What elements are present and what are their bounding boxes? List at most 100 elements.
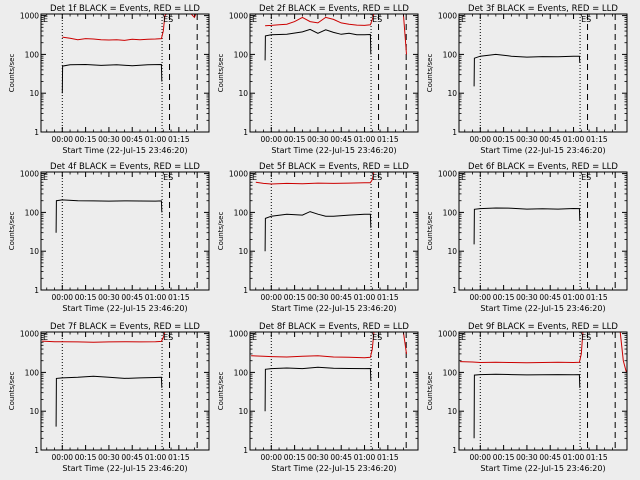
- marker-es-label: ES: [581, 333, 591, 342]
- x-tick-label: 00:00: [260, 135, 282, 144]
- y-tick-label: 100: [443, 50, 458, 59]
- x-axis-label: Start Time (22-Jul-15 23:46:20): [62, 304, 187, 313]
- x-tick-label: 00:30: [307, 135, 329, 144]
- lld-series-line: [265, 14, 407, 55]
- detector-chart-8: Det 8f BLACK = Events, RED = LLD Counts/s…: [217, 322, 419, 473]
- x-tick-label: 00:00: [260, 293, 282, 302]
- y-tick-label: 10: [29, 247, 39, 256]
- x-tick-label: 00:30: [307, 293, 329, 302]
- x-tick-label: 00:15: [493, 135, 515, 144]
- y-tick-label: 1000: [229, 330, 248, 339]
- x-tick-label: 01:15: [377, 293, 399, 302]
- x-tick-label: 01:15: [168, 135, 190, 144]
- x-tick-label: 00:30: [98, 293, 120, 302]
- x-tick-label: 01:00: [563, 293, 585, 302]
- y-tick-label: 1: [243, 286, 248, 295]
- lld-series-line: [42, 332, 168, 343]
- plot-frame: [249, 331, 419, 451]
- y-tick-label: 1000: [20, 330, 39, 339]
- y-tick-label: 100: [25, 368, 40, 377]
- x-tick-label: 01:00: [145, 453, 167, 462]
- events-series-line: [55, 199, 163, 233]
- plot-frame: [458, 171, 628, 291]
- x-tick-label: 00:00: [51, 453, 73, 462]
- x-axis-label: Start Time (22-Jul-15 23:46:20): [62, 464, 187, 473]
- marker-es-label: ES: [372, 15, 382, 24]
- y-tick-label: 1: [452, 446, 457, 455]
- marker-e-label: E: [461, 15, 466, 24]
- x-tick-label: 00:15: [284, 453, 306, 462]
- marker-e-label: E: [43, 173, 48, 182]
- x-axis-label: Start Time (22-Jul-15 23:46:20): [480, 146, 605, 155]
- x-tick-label: 00:00: [469, 453, 491, 462]
- series-group: [460, 332, 627, 439]
- x-tick-label: 01:00: [145, 293, 167, 302]
- detector-chart-4: Det 4f BLACK = Events, RED = LLD Counts/s…: [8, 162, 210, 313]
- x-tick-label: 00:00: [469, 293, 491, 302]
- y-tick-label: 1: [34, 446, 39, 455]
- x-tick-label: 00:00: [51, 293, 73, 302]
- x-tick-label: 00:30: [516, 293, 538, 302]
- detector-chart-6: Det 6f BLACK = Events, RED = LLD Counts/s…: [426, 162, 628, 313]
- lld-series-line: [255, 172, 377, 185]
- y-tick-label: 1000: [438, 170, 457, 179]
- x-tick-label: 01:00: [563, 135, 585, 144]
- plot-frame: [458, 13, 628, 133]
- x-tick-label: 01:15: [377, 135, 399, 144]
- y-axis-label: Counts/sec: [8, 54, 16, 93]
- marker-es-label: ES: [163, 333, 173, 342]
- series-group: [264, 14, 407, 61]
- x-tick-label: 01:15: [168, 293, 190, 302]
- x-tick-label: 00:45: [539, 135, 561, 144]
- y-tick-label: 1: [452, 286, 457, 295]
- x-tick-label: 00:15: [284, 135, 306, 144]
- x-tick-label: 00:30: [98, 453, 120, 462]
- x-tick-label: 00:30: [98, 135, 120, 144]
- x-tick-label: 00:00: [469, 135, 491, 144]
- x-tick-label: 01:00: [354, 453, 376, 462]
- y-axis-label: Counts/sec: [426, 372, 434, 411]
- y-tick-label: 1000: [229, 12, 248, 21]
- y-axis-label: Counts/sec: [8, 212, 16, 251]
- marker-es-label: ES: [372, 173, 382, 182]
- detector-chart-5: Det 5f BLACK = Events, RED = LLD Counts/s…: [217, 162, 419, 313]
- x-tick-label: 00:45: [330, 453, 352, 462]
- events-series-line: [61, 63, 163, 94]
- series-group: [55, 199, 163, 233]
- detector-chart-9: Det 9f BLACK = Events, RED = LLD Counts/s…: [426, 322, 628, 473]
- lld-series-line: [460, 332, 627, 373]
- x-tick-label: 01:15: [586, 293, 608, 302]
- y-tick-label: 100: [234, 208, 249, 217]
- y-tick-label: 1000: [438, 330, 457, 339]
- y-axis-label: Counts/sec: [217, 212, 225, 251]
- x-tick-label: 01:00: [354, 135, 376, 144]
- marker-es-label: ES: [372, 333, 382, 342]
- y-tick-label: 100: [25, 208, 40, 217]
- marker-es-label: ES: [163, 15, 173, 24]
- y-tick-label: 1: [243, 446, 248, 455]
- x-tick-label: 01:15: [377, 453, 399, 462]
- y-axis-label: Counts/sec: [217, 372, 225, 411]
- events-series-line: [264, 366, 372, 412]
- x-axis-label: Start Time (22-Jul-15 23:46:20): [62, 146, 187, 155]
- y-tick-label: 100: [234, 368, 249, 377]
- series-group: [61, 14, 197, 94]
- detector-chart-7: Det 7f BLACK = Events, RED = LLD Counts/s…: [8, 322, 210, 473]
- x-tick-label: 00:30: [307, 453, 329, 462]
- plot-frame: [40, 171, 210, 291]
- x-axis-label: Start Time (22-Jul-15 23:46:20): [271, 304, 396, 313]
- series-group: [473, 53, 581, 87]
- x-axis-label: Start Time (22-Jul-15 23:46:20): [271, 146, 396, 155]
- y-tick-label: 10: [29, 407, 39, 416]
- chart-title: Det 6f BLACK = Events, RED = LLD: [468, 162, 618, 172]
- marker-es-label: ES: [581, 173, 591, 182]
- series-group: [473, 207, 581, 245]
- events-series-line: [264, 211, 372, 252]
- chart-title: Det 1f BLACK = Events, RED = LLD: [50, 4, 200, 14]
- marker-e-label: E: [252, 173, 257, 182]
- x-tick-label: 01:15: [168, 453, 190, 462]
- x-tick-label: 01:00: [354, 293, 376, 302]
- events-series-line: [473, 373, 581, 439]
- x-tick-label: 01:00: [563, 453, 585, 462]
